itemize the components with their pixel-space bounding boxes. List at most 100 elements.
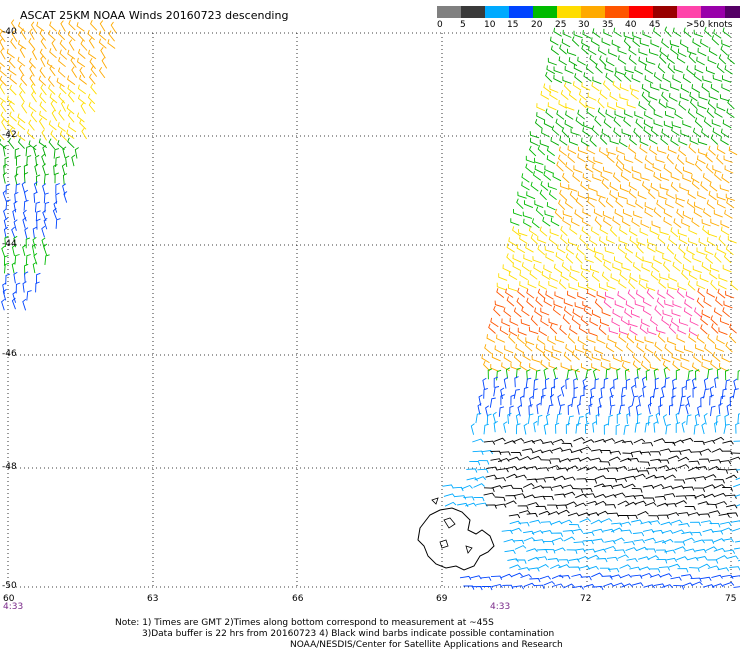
wind-barb [672,261,681,272]
pass-time-left: 4:33 [3,602,24,612]
wind-barb [541,270,551,280]
wind-barb [651,262,660,273]
wind-barb [548,362,558,370]
wind-barb [649,395,655,407]
legend-label-40: 40 [625,20,637,30]
wind-barb [654,341,663,352]
wind-barb [39,110,48,121]
wind-barb [537,288,546,299]
wind-barb [630,309,640,318]
wind-barb [560,385,565,397]
wind-barb [707,333,715,344]
wind-barb [1,118,7,131]
wind-barb [634,335,644,344]
wind-barb [531,530,544,535]
wind-barb [653,72,663,82]
wind-barb [650,126,659,137]
wind-barb [599,55,607,66]
wind-barb [710,218,720,227]
wind-barb [574,73,583,83]
wind-barb [518,510,531,514]
wind-barb [519,234,528,244]
wind-barb [605,109,614,119]
wind-barb [628,181,638,191]
wind-barb [466,468,478,473]
wind-barb [19,46,26,58]
wind-barb [554,208,563,220]
wind-barb [547,336,556,345]
wind-barb [587,565,599,570]
wind-barb [503,307,512,318]
wind-barb [513,208,523,217]
wind-barb [631,519,643,524]
wind-barb [703,207,712,218]
wind-barb [588,46,597,56]
wind-barb [660,573,672,578]
wind-barb [548,235,557,246]
wind-barb [614,110,624,119]
wind-barb [615,197,624,208]
wind-barb [569,524,580,529]
wind-barb [551,484,564,489]
wind-barb [625,547,638,552]
wind-barb [459,575,472,581]
wind-barb [562,210,573,218]
wind-barb [643,297,652,307]
wind-barb [583,306,593,316]
wind-barb [664,343,673,355]
wind-barb [695,548,707,554]
wind-barb [538,510,551,515]
wind-barb [718,280,727,290]
wind-barb [550,386,556,398]
wind-barb [28,119,35,131]
wind-barb [76,112,85,123]
wind-barb [582,539,594,545]
wind-barb [550,136,560,146]
wind-barb [587,155,596,165]
wind-barb [494,477,506,482]
wind-barb [710,83,720,93]
wind-barb [502,484,514,489]
wind-barb [546,202,556,211]
wind-barb [559,136,568,146]
wind-barb [665,199,674,209]
wind-barb [580,270,589,282]
wind-barb [619,184,629,193]
wind-barb [55,156,61,168]
wind-barb [653,119,663,127]
wind-barb [623,71,632,83]
wind-barb [586,145,596,155]
wind-barb [504,440,516,445]
wind-barb [707,56,717,65]
wind-barb [577,282,588,290]
wind-barb [705,546,718,552]
wind-barb [556,467,569,472]
wind-barb [621,386,627,397]
wind-barb [696,108,705,118]
wind-barb [572,81,582,91]
wind-barb [735,477,740,481]
wind-barb [569,272,578,282]
wind-barb [605,291,615,300]
wind-barb [646,238,657,246]
wind-barb [512,262,522,271]
wind-barb [538,280,547,290]
wind-barb [90,83,97,95]
wind-barb [617,244,626,255]
wind-barb [642,484,655,490]
wind-barb [534,307,543,317]
wind-barb [681,574,693,579]
wind-barb [68,19,76,31]
wind-barb [609,456,621,462]
wind-barb [607,512,620,517]
wind-barb [611,527,623,533]
wind-barb [680,354,690,362]
wind-barb [577,191,587,200]
wind-barb [503,538,516,543]
wind-barb [690,451,702,456]
wind-barb [68,39,75,51]
wind-barb [680,395,686,406]
wind-barb [689,91,698,102]
wind-barb [622,164,632,174]
legend-labels: 0 5 10 15 20 25 30 35 40 45 >50 knots [437,20,737,32]
